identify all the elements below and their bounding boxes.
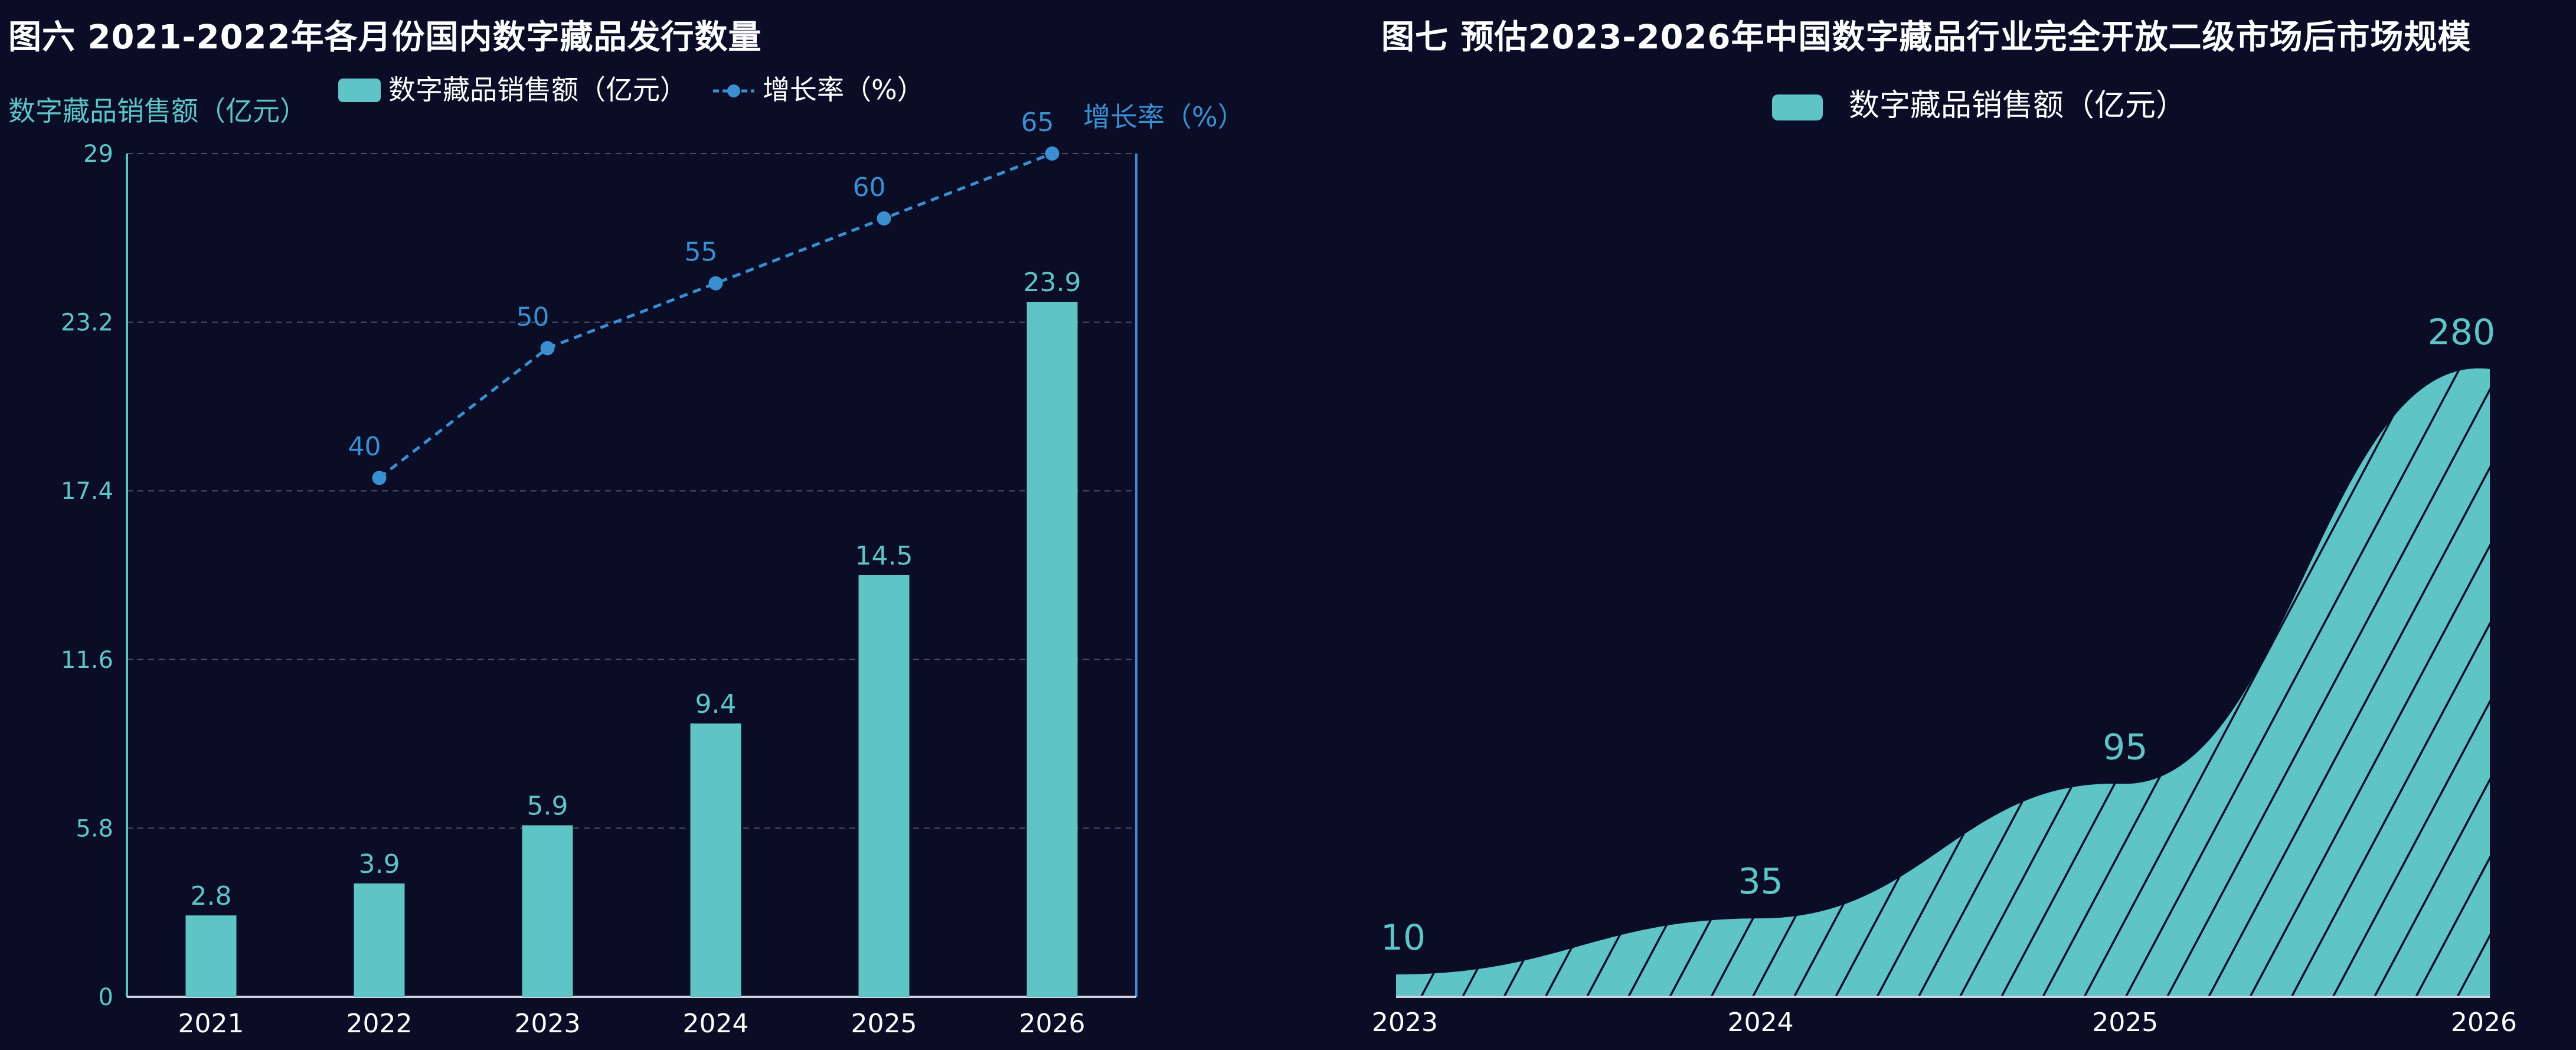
- legend-line-label: 增长率（%）: [763, 74, 924, 106]
- line-point: [877, 211, 891, 226]
- bar-line-chart: 0 5.8 11.6 17.4 23.2 29 数字藏品销售额（亿元） 增长率（%） 数字藏品销…: [8, 74, 1245, 1039]
- y-tick-label: 0: [99, 984, 113, 1011]
- bar-line-chart-panel: 图六 2021-2022年各月份国内数字藏品发行数量 0 5.8 11.6 17.4 2…: [0, 0, 1245, 1050]
- x-tick-label: 2024: [1728, 1007, 1794, 1038]
- bar-data-label: 5.9: [527, 791, 568, 821]
- y-tick-label: 29: [83, 141, 113, 168]
- y-tick-label: 23.2: [61, 309, 113, 337]
- y-axis-title: 数字藏品销售额（亿元）: [8, 95, 307, 127]
- area-data-label: 280: [2428, 312, 2496, 353]
- y2-axis-title: 增长率（%）: [1083, 101, 1245, 133]
- legend-swatch: [1772, 94, 1823, 120]
- x-tick-label: 2026: [1019, 1009, 1086, 1039]
- y-tick-label: 17.4: [61, 478, 113, 505]
- y-tick-label: 11.6: [61, 647, 113, 674]
- legend-line-marker: [727, 84, 740, 97]
- bar-data-label: 23.9: [1024, 268, 1081, 298]
- line-point: [708, 276, 723, 291]
- bar: [354, 883, 405, 997]
- line-data-label: 60: [853, 172, 886, 203]
- line-data-label: 65: [1021, 107, 1054, 138]
- bar-data-label: 2.8: [191, 881, 232, 911]
- x-tick-label: 2023: [515, 1009, 581, 1039]
- line-point: [540, 341, 555, 356]
- x-tick-label: 2024: [683, 1009, 749, 1039]
- growth-rate-line: [378, 152, 1053, 480]
- bar-data-label: 9.4: [695, 689, 737, 719]
- line-point: [1045, 146, 1060, 161]
- x-tick-label: 2021: [178, 1009, 244, 1039]
- bar: [522, 825, 573, 997]
- area-chart-panel: 图七 预估2023-2026年中国数字藏品行业完全开放二级市场后市场规模 数字藏…: [1369, 0, 2576, 1050]
- line-point: [372, 471, 387, 485]
- x-tick-label: 2022: [346, 1009, 413, 1039]
- bar: [690, 723, 741, 997]
- market-size-area: [1396, 368, 2490, 997]
- x-tick-label: 2026: [2451, 1007, 2517, 1038]
- bar: [185, 915, 237, 997]
- legend-bar-label: 数字藏品销售额（亿元）: [388, 74, 687, 106]
- line-data-label: 50: [516, 302, 550, 332]
- line-data-label: 40: [348, 432, 381, 462]
- line-data-label: 55: [685, 237, 718, 268]
- bar: [1027, 302, 1078, 997]
- x-tick-label: 2023: [1372, 1007, 1438, 1038]
- x-tick-label: 2025: [2092, 1007, 2158, 1038]
- bar-data-label: 3.9: [359, 849, 400, 879]
- legend-label: 数字藏品销售额（亿元）: [1849, 88, 2186, 123]
- chart-title: 图六 2021-2022年各月份国内数字藏品发行数量: [8, 18, 762, 57]
- area-chart: 数字藏品销售额（亿元） 10 2023 35 2024 95 2025 280 2026: [1372, 88, 2517, 1038]
- bar-data-label: 14.5: [855, 541, 913, 571]
- area-data-label: 10: [1381, 917, 1426, 958]
- area-data-label: 35: [1738, 861, 1783, 902]
- area-data-label: 95: [2103, 726, 2147, 768]
- chart-title: 图七 预估2023-2026年中国数字藏品行业完全开放二级市场后市场规模: [1381, 18, 2472, 57]
- x-tick-label: 2025: [851, 1009, 917, 1039]
- bar: [858, 575, 910, 997]
- legend-bar-swatch: [338, 79, 381, 102]
- y-tick-label: 5.8: [76, 815, 113, 842]
